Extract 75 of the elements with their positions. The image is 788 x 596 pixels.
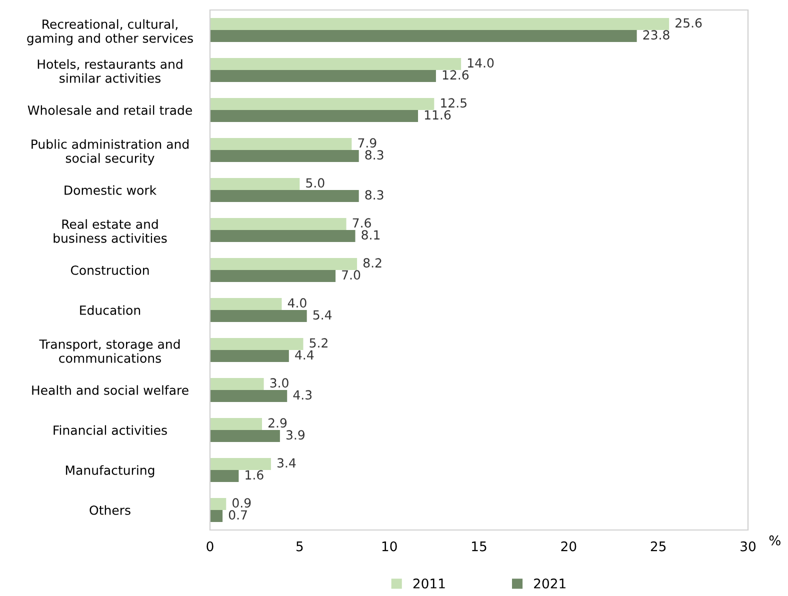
data-label: 5.2	[310, 338, 328, 348]
y-tick-label: Real estate and business activities	[54, 219, 167, 243]
x-tick-label: 5	[296, 542, 303, 552]
bar	[210, 310, 307, 322]
bar	[210, 190, 359, 202]
y-tick-label: Education	[80, 305, 140, 315]
data-label: 3.4	[277, 458, 296, 468]
bar	[210, 230, 356, 242]
bar	[210, 430, 280, 442]
y-tick-label: Wholesale and retail trade	[28, 105, 192, 115]
data-label: 8.2	[363, 258, 382, 268]
y-tick-label: Domestic work	[64, 185, 157, 195]
bar	[210, 390, 288, 402]
data-label: 25.6	[676, 18, 702, 28]
bar	[210, 418, 262, 430]
x-tick-label: 30	[740, 541, 756, 552]
bar	[210, 178, 300, 190]
data-label: 4.3	[293, 390, 312, 400]
y-tick-label: Manufacturing	[66, 465, 154, 478]
y-tick-label: Financial activities	[54, 425, 167, 435]
x-tick-label: 15	[472, 542, 486, 552]
bar	[210, 338, 304, 350]
data-label: 4.0	[288, 298, 306, 308]
data-label: 5.4	[313, 310, 332, 320]
bar	[210, 498, 226, 510]
data-label: 12.5	[441, 98, 466, 108]
x-axis-title: %	[769, 535, 780, 546]
bar	[210, 378, 264, 390]
data-label: 3.9	[286, 430, 304, 440]
data-label: 7.0	[342, 270, 360, 280]
bar	[210, 258, 358, 270]
data-label: 5.0	[306, 178, 324, 188]
y-tick-label: Health and social welfare	[32, 385, 188, 395]
bar	[210, 350, 289, 362]
bar	[210, 458, 271, 470]
x-tick-label: 0	[206, 541, 214, 552]
bar	[210, 510, 223, 522]
legend-label: 2021	[534, 578, 566, 588]
legend-label: 2011	[413, 578, 445, 588]
y-tick-label: Others	[90, 505, 130, 515]
data-label: 8.3	[365, 150, 384, 160]
data-label: 7.6	[352, 218, 371, 228]
y-tick-label: Transport, storage and communications	[39, 339, 180, 363]
y-tick-label: Recreational, cultural, gaming and other services	[27, 19, 193, 46]
bar	[210, 30, 637, 42]
bar	[210, 150, 359, 162]
bar	[210, 270, 336, 282]
bar	[210, 110, 418, 122]
data-label: 11.6	[424, 110, 451, 120]
bar	[210, 138, 352, 150]
data-label: 4.4	[295, 350, 314, 360]
bar	[210, 218, 346, 230]
y-tick-label: Hotels, restaurants and similar activities	[38, 59, 182, 83]
data-label: 8.1	[362, 230, 380, 240]
x-tick-label: 25	[650, 541, 666, 552]
y-tick-label: Construction	[70, 265, 149, 275]
bar	[210, 58, 462, 70]
x-tick-label: 10	[382, 541, 397, 552]
data-label: 12.6	[442, 70, 469, 80]
bar	[210, 18, 670, 30]
data-label: 7.9	[358, 138, 376, 148]
bar	[210, 70, 436, 82]
data-label: 1.6	[246, 470, 264, 480]
bar	[210, 98, 434, 110]
data-label: 0.7	[228, 510, 247, 520]
bar	[210, 298, 282, 310]
y-tick-label: Public administration and social security	[32, 139, 188, 166]
data-label: 0.9	[232, 498, 251, 508]
data-label: 14.0	[468, 58, 494, 68]
data-label: 3.0	[270, 378, 288, 388]
x-tick-label: 20	[561, 541, 576, 552]
bar	[210, 470, 239, 482]
data-label: 2.9	[268, 418, 287, 428]
data-label: 8.3	[365, 190, 384, 200]
data-label: 23.8	[643, 30, 670, 40]
